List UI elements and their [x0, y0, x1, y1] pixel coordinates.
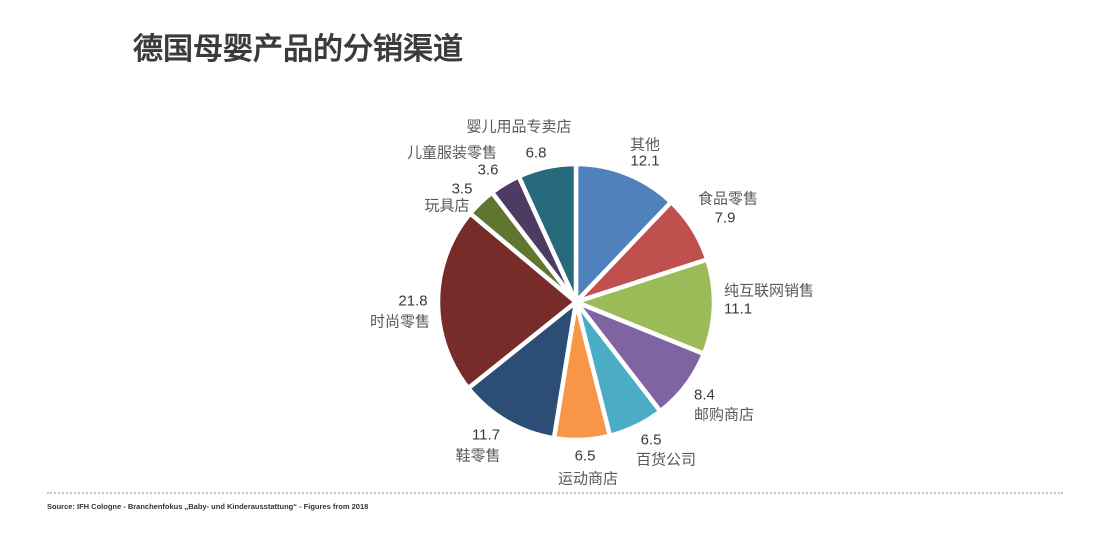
slice-online-retail: [573, 257, 717, 357]
pie-slices: [435, 161, 717, 443]
label-toy-store: 玩具店: [424, 198, 469, 215]
label-online-retail: 纯互联网销售: [724, 283, 814, 300]
slice-other: [573, 161, 674, 305]
value-kids-clothing-retail: 3.6: [478, 162, 499, 179]
label-mail-order-store: 邮购商店: [694, 407, 754, 424]
label-shoe-retail: 鞋零售: [455, 448, 500, 465]
label-sports-store: 运动商店: [558, 471, 618, 488]
value-baby-specialty-store: 6.8: [526, 145, 547, 162]
slice-shoe-retail: [465, 299, 579, 441]
label-fashion-retail: 时尚零售: [370, 314, 430, 331]
value-online-retail: 11.1: [724, 301, 752, 318]
divider-line: [47, 492, 1063, 494]
value-other: 12.1: [630, 153, 659, 170]
label-baby-specialty-store: 婴儿用品专卖店: [466, 119, 571, 136]
data-labels: 其他 12.1 食品零售 7.9 纯互联网销售 11.1 8.4 邮购商店 6.…: [370, 119, 814, 488]
value-shoe-retail: 11.7: [472, 427, 500, 444]
value-sports-store: 6.5: [575, 448, 596, 465]
page-title: 德国母婴产品的分销渠道: [133, 32, 463, 67]
label-food-retail: 食品零售: [698, 191, 758, 208]
slice-fashion-retail: [435, 211, 579, 391]
slice-baby-specialty-store: [516, 161, 579, 305]
value-toy-store: 3.5: [452, 181, 473, 198]
label-department-store: 百货公司: [636, 452, 696, 469]
value-food-retail: 7.9: [715, 210, 736, 227]
label-kids-clothing-retail: 儿童服装零售: [407, 144, 497, 162]
label-other: 其他: [630, 137, 660, 154]
value-mail-order-store: 8.4: [694, 387, 715, 404]
source-note: Source: IFH Cologne - Branchenfokus „Bab…: [47, 502, 369, 511]
value-fashion-retail: 21.8: [398, 293, 427, 310]
value-department-store: 6.5: [641, 432, 662, 449]
